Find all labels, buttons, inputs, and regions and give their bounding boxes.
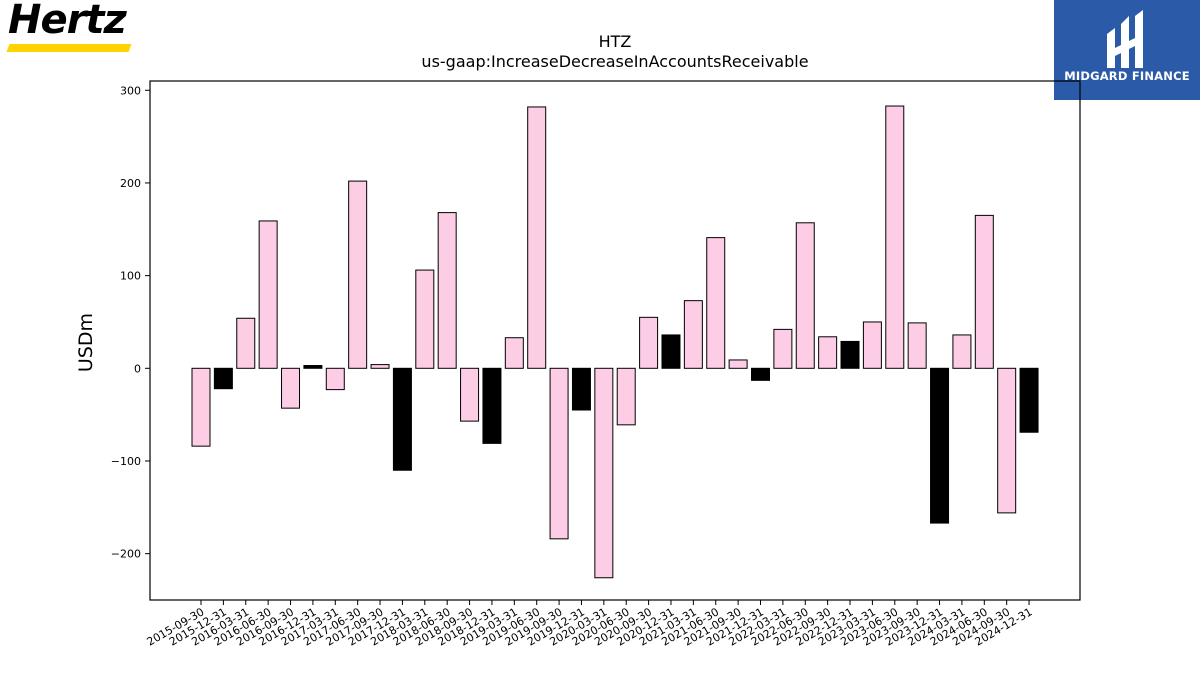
bar-2024-06-30 <box>974 214 994 369</box>
bar-2023-06-30 <box>885 105 905 369</box>
bar-2019-06-30 <box>527 106 547 369</box>
bar-2021-06-30 <box>706 237 726 369</box>
bar-2023-09-30 <box>907 322 927 369</box>
bar-2021-03-31 <box>683 300 703 369</box>
midgard-logo-text: MIDGARD FINANCE <box>1064 69 1190 83</box>
bar-2022-12-31 <box>840 340 860 369</box>
chart-titles: HTZ us-gaap:IncreaseDecreaseInAccountsRe… <box>150 32 1080 72</box>
bar-2018-06-30 <box>437 212 457 369</box>
bar-2017-03-31 <box>325 367 345 391</box>
hertz-logo: Hertz <box>6 0 138 54</box>
bar-2017-06-30 <box>348 180 368 369</box>
bar-2018-09-30 <box>460 367 480 422</box>
chart-subtitle: us-gaap:IncreaseDecreaseInAccountsReceiv… <box>421 52 809 71</box>
bar-2019-12-31 <box>571 367 591 411</box>
y-axis-label: USDm <box>75 313 97 372</box>
bar-2016-06-30 <box>258 220 278 369</box>
y-tick-label: −200 <box>111 548 141 561</box>
bar-2020-12-31 <box>661 334 681 369</box>
bar-2022-09-30 <box>818 336 838 369</box>
bar-2023-03-31 <box>862 321 882 369</box>
bar-2021-09-30 <box>728 359 748 369</box>
bar-2024-12-31 <box>1019 367 1039 433</box>
y-tick-label: 200 <box>120 177 141 190</box>
bar-2018-12-31 <box>482 367 502 444</box>
y-tick-label: −100 <box>111 455 141 468</box>
chart-title: HTZ <box>598 32 632 51</box>
bar-2020-06-30 <box>616 367 636 426</box>
bar-2016-03-31 <box>236 317 256 369</box>
midgard-logo-icon <box>1107 10 1143 68</box>
bar-2017-12-31 <box>392 367 412 471</box>
bar-2016-09-30 <box>281 367 301 409</box>
bar-2020-03-31 <box>594 367 614 579</box>
bar-2016-12-31 <box>303 365 323 369</box>
bar-2022-06-30 <box>795 222 815 369</box>
bar-2023-12-31 <box>930 367 950 524</box>
midgard-finance-logo: MIDGARD FINANCE <box>1054 0 1200 100</box>
plot-frame <box>149 80 1081 601</box>
y-tick-label: 0 <box>134 362 141 375</box>
bar-2024-09-30 <box>997 367 1017 514</box>
bar-2019-03-31 <box>504 337 524 369</box>
bar-2017-09-30 <box>370 364 390 369</box>
bar-2022-03-31 <box>773 328 793 369</box>
bar-2024-03-31 <box>952 334 972 369</box>
bar-2018-03-31 <box>415 269 435 369</box>
hertz-logo-text: Hertz <box>8 0 127 43</box>
y-tick-label: 300 <box>120 84 141 97</box>
bar-2020-09-30 <box>639 316 659 369</box>
bar-2021-12-31 <box>751 367 770 381</box>
bar-2015-09-30 <box>191 367 211 447</box>
bar-2019-09-30 <box>549 367 569 540</box>
y-tick-label: 100 <box>120 270 141 283</box>
bar-2015-12-31 <box>213 367 233 390</box>
